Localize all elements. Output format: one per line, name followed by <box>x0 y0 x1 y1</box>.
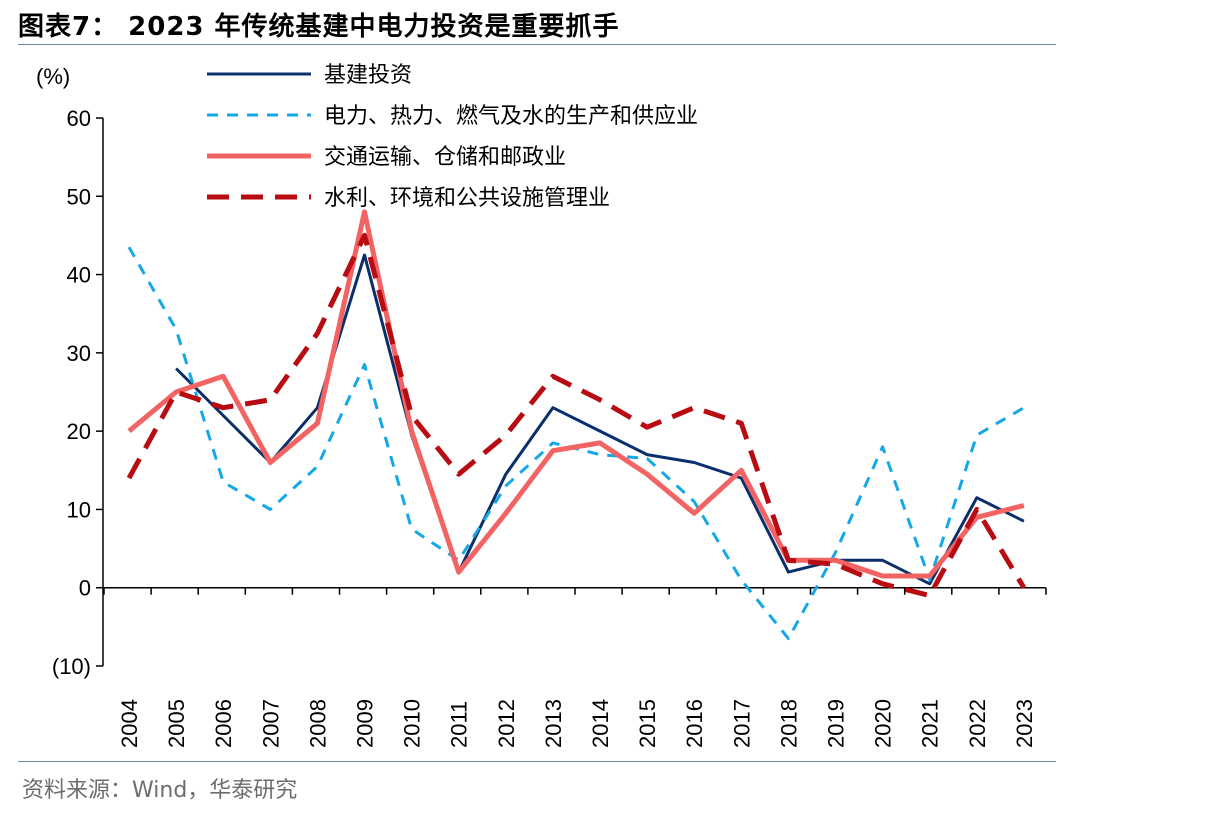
x-tick-label: 2007 <box>258 699 283 748</box>
x-tick-label: 2017 <box>729 699 754 748</box>
legend-label-3: 交通运输、仓储和邮政业 <box>324 145 566 170</box>
y-tick-label: 30 <box>67 341 91 366</box>
chart-title: 图表7： 2023 年传统基建中电力投资是重要抓手 <box>18 12 620 42</box>
series-line-1 <box>175 253 1025 586</box>
y-tick-label: 60 <box>67 106 91 131</box>
x-tick-label: 2012 <box>494 699 519 748</box>
x-tick-label: 2010 <box>400 699 425 748</box>
y-tick-label: (10) <box>52 654 91 679</box>
y-unit-label: (%) <box>36 64 70 89</box>
series-line-3 <box>127 209 1025 579</box>
x-tick-label: 2004 <box>117 699 142 748</box>
x-tick-label: 2022 <box>965 699 990 748</box>
x-tick-label: 2013 <box>541 699 566 748</box>
source-note: 资料来源：Wind，华泰研究 <box>22 778 298 803</box>
y-tick-label: 0 <box>79 576 91 601</box>
series-line-4 <box>126 232 1027 598</box>
x-tick-label: 2005 <box>164 699 189 748</box>
y-tick-label: 20 <box>67 419 91 444</box>
legend-label-4: 水利、环境和公共设施管理业 <box>324 186 610 211</box>
title-rule <box>18 44 1056 45</box>
y-tick-label: 50 <box>67 184 91 209</box>
x-tick-label: 2018 <box>776 699 801 748</box>
series-line-2 <box>127 246 1025 641</box>
x-tick-label: 2019 <box>824 699 849 748</box>
x-tick-label: 2023 <box>1012 699 1037 748</box>
x-tick-label: 2020 <box>871 699 896 748</box>
legend-label-1: 基建投资 <box>324 63 412 88</box>
legend-label-2: 电力、热力、燃气及水的生产和供应业 <box>324 104 698 129</box>
x-tick-label: 2015 <box>635 699 660 748</box>
x-tick-label: 2009 <box>353 699 378 748</box>
x-tick-label: 2011 <box>447 701 472 748</box>
y-tick-label: 40 <box>67 263 91 288</box>
x-tick-label: 2014 <box>588 699 613 748</box>
y-tick-label: 10 <box>67 497 91 522</box>
x-tick-label: 2008 <box>305 699 330 748</box>
x-tick-label: 2021 <box>918 699 943 748</box>
footer-rule <box>18 761 1056 762</box>
x-tick-label: 2006 <box>211 699 236 748</box>
x-tick-label: 2016 <box>682 699 707 748</box>
